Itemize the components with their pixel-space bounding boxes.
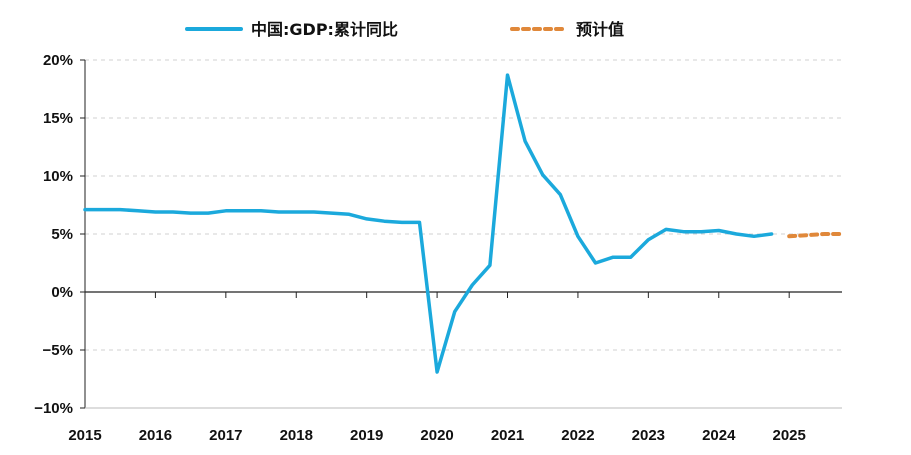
x-tick-label: 2015: [68, 427, 101, 444]
y-axis-ticks: 20% 15% 10% 5% 0% −5% −10%: [34, 52, 73, 417]
x-tick-label: 2022: [561, 427, 594, 444]
y-tick-label: −5%: [43, 342, 73, 359]
y-tick-label: 10%: [43, 168, 73, 185]
x-tick-label: 2017: [209, 427, 242, 444]
y-tick-label: 20%: [43, 52, 73, 69]
x-tick-label: 2025: [772, 427, 805, 444]
y-tick-label: −10%: [34, 400, 73, 417]
y-tick-label: 15%: [43, 110, 73, 127]
legend-label-gdp: 中国:GDP:累计同比: [251, 20, 398, 39]
x-tick-label: 2020: [420, 427, 453, 444]
y-tick-label: 0%: [51, 284, 73, 301]
gdp-series-line: [83, 73, 774, 374]
x-axis-ticks: 2015 2016 2017 2018 2019 2020 2021 2022 2023 2024…: [68, 427, 806, 444]
x-tick-label: 2021: [491, 427, 524, 444]
x-tick-label: 2023: [632, 427, 665, 444]
gridlines: [85, 59, 842, 351]
chart-legend: 中国:GDP:累计同比 预计值: [185, 20, 624, 39]
y-tick-label: 5%: [51, 226, 73, 243]
x-tick-label: 2016: [139, 427, 172, 444]
axes: [80, 59, 842, 409]
series-layer: [83, 73, 844, 374]
forecast-series-line: [787, 232, 844, 239]
x-tick-label: 2018: [280, 427, 313, 444]
x-tick-label: 2024: [702, 427, 736, 444]
legend-label-forecast: 预计值: [576, 20, 624, 39]
x-tick-label: 2019: [350, 427, 383, 444]
